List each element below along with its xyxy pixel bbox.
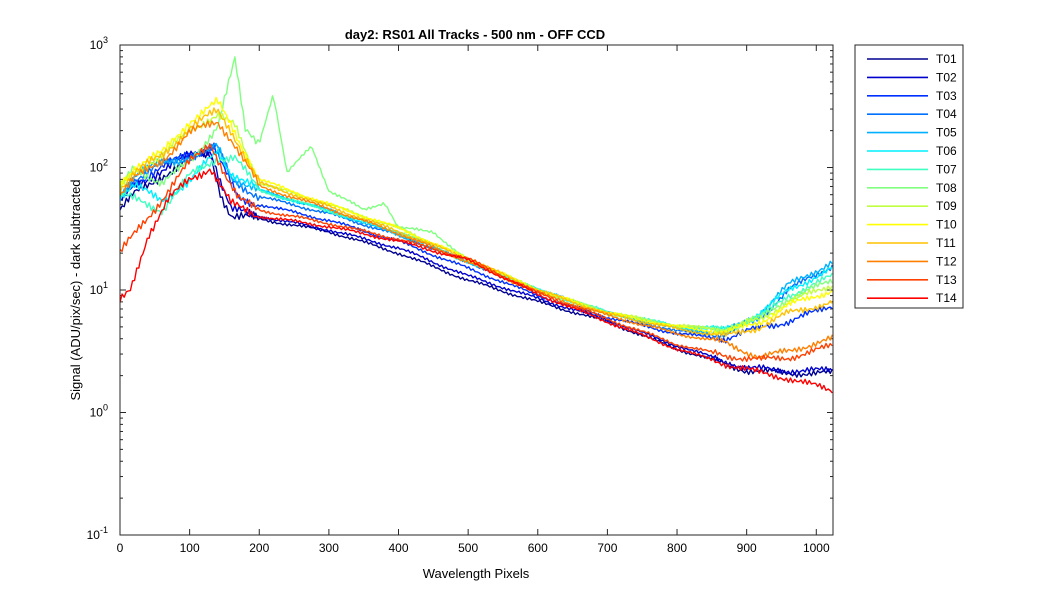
legend-label: T11 <box>936 236 956 250</box>
y-tick-exponent: 3 <box>103 35 108 45</box>
x-tick-label: 800 <box>667 541 687 555</box>
legend-label: T12 <box>936 254 957 268</box>
y-axis-label: Signal (ADU/pix/sec) - dark subtracted <box>68 179 83 400</box>
y-tick-base: 10 <box>90 406 104 420</box>
y-tick-base: 10 <box>90 283 104 297</box>
legend-box <box>854 44 964 309</box>
y-tick-base: 10 <box>90 161 104 175</box>
legend-label: T06 <box>936 144 957 158</box>
y-tick-label: 101 <box>90 280 108 297</box>
legend-label: T03 <box>936 89 957 103</box>
plot-frame <box>119 44 834 536</box>
x-tick-label: 700 <box>597 541 617 555</box>
legend-label: T10 <box>936 218 957 232</box>
legend-label: T14 <box>936 291 957 305</box>
legend-label: T04 <box>936 107 957 121</box>
series-line-T13 <box>120 143 833 362</box>
y-tick-label: 103 <box>90 35 108 52</box>
x-tick-label: 400 <box>389 541 409 555</box>
legend-label: T07 <box>936 162 957 176</box>
y-tick-exponent: 1 <box>103 280 108 290</box>
legend-label: T08 <box>936 181 957 195</box>
chart-title: day2: RS01 All Tracks - 500 nm - OFF CCD <box>345 27 605 42</box>
series-line-T11 <box>120 107 833 337</box>
x-tick-label: 1000 <box>803 541 830 555</box>
x-tick-label: 900 <box>737 541 757 555</box>
legend-label: T01 <box>936 52 957 66</box>
x-axis: 0 100 200 300 400 500 600 700 800 900 1000 <box>117 45 830 555</box>
y-tick-exponent: 2 <box>103 158 108 168</box>
x-tick-label: 200 <box>249 541 269 555</box>
legend-label: T09 <box>936 199 957 213</box>
y-tick-exponent: 0 <box>103 403 108 413</box>
legend-label: T05 <box>936 126 957 140</box>
y-tick-label: 100 <box>90 403 108 420</box>
y-tick-label: 102 <box>90 158 108 175</box>
x-tick-label: 500 <box>458 541 478 555</box>
plot-area <box>120 45 833 535</box>
x-tick-label: 0 <box>117 541 124 555</box>
series-group <box>120 56 833 394</box>
x-axis-label: Wavelength Pixels <box>423 566 530 581</box>
y-tick-exponent: -1 <box>100 525 108 535</box>
x-tick-label: 300 <box>319 541 339 555</box>
y-tick-base: 10 <box>90 38 104 52</box>
x-tick-label: 600 <box>528 541 548 555</box>
legend: T01 T02 T03 T04 T05 T06 T07 T08 T09 T10 T11 T12 T13 T… <box>854 44 964 309</box>
series-line-T14 <box>120 168 833 394</box>
legend-label: T02 <box>936 70 957 84</box>
legend-label: T13 <box>936 273 957 287</box>
y-tick-label: 10-1 <box>87 525 108 542</box>
x-tick-label: 100 <box>180 541 200 555</box>
y-tick-base: 10 <box>87 528 101 542</box>
